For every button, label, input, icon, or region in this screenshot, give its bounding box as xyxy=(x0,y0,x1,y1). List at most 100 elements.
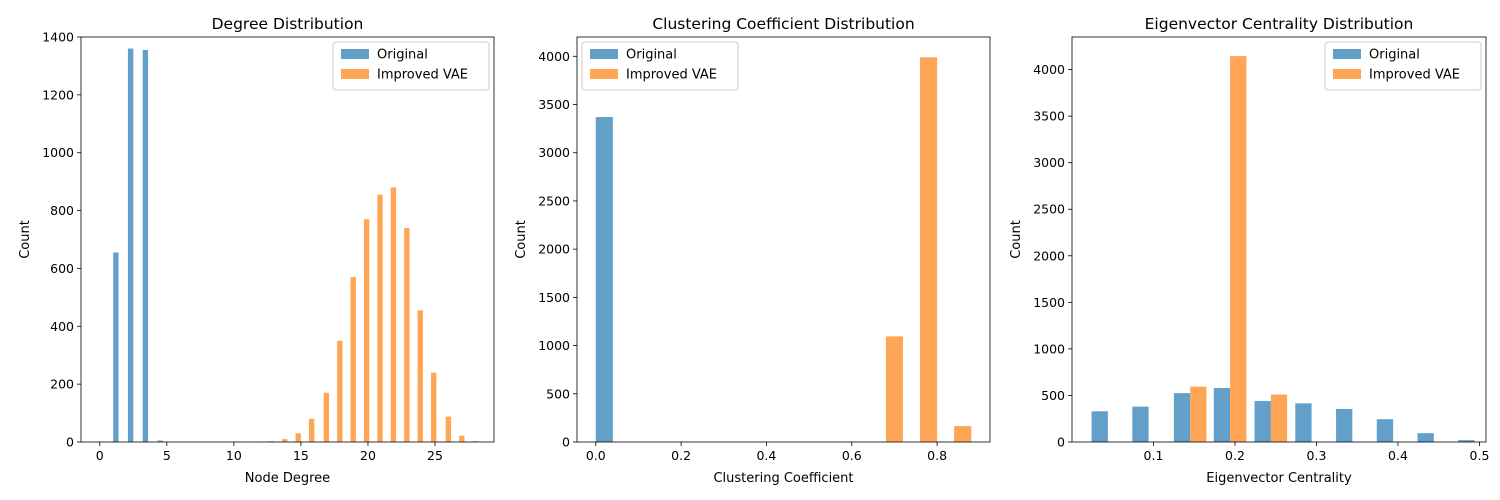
bar-improved-vae-14 xyxy=(430,372,437,442)
x-axis-label: Node Degree xyxy=(245,471,330,486)
x-tick-label: 15 xyxy=(293,448,309,463)
legend-swatch-original xyxy=(1333,49,1361,59)
y-tick-label: 1000 xyxy=(42,145,74,160)
y-tick-label: 1000 xyxy=(1033,341,1065,356)
x-tick-label: 0.5 xyxy=(1470,448,1490,463)
bar-improved-vae-7 xyxy=(337,340,343,442)
legend: Original Improved VAE xyxy=(1324,41,1482,91)
y-tick-label: 2500 xyxy=(1033,202,1065,217)
y-tick-label: 800 xyxy=(50,203,74,218)
bar-improved-vae-2 xyxy=(268,441,275,442)
y-tick-label: 3000 xyxy=(538,145,570,160)
y-tick-label: 200 xyxy=(50,377,74,392)
legend-label-original: Original xyxy=(377,48,428,63)
bar-improved-vae-2 xyxy=(1230,56,1247,443)
y-tick-label: 1200 xyxy=(42,87,74,102)
x-tick-label: 5 xyxy=(163,448,171,463)
bar-improved-vae-17 xyxy=(472,441,478,442)
y-axis-label: Count xyxy=(18,220,33,259)
chart-panel-2: 0.0 0.2 0.4 0.6 0.8 0 500 1000 1500 2000 2500 3000 3… xyxy=(514,15,991,486)
legend-box xyxy=(1324,41,1482,91)
bar-original-10 xyxy=(1458,440,1475,442)
legend-label-improved-vae: Improved VAE xyxy=(1369,68,1460,83)
y-tick-label: 1000 xyxy=(538,338,570,353)
x-tick-label: 0.2 xyxy=(1225,448,1245,463)
chart-title: Eigenvector Centrality Distribution xyxy=(1145,15,1414,33)
y-tick-label: 2000 xyxy=(1033,248,1065,263)
y-tick-label: 3000 xyxy=(1033,155,1065,170)
x-axis-label: Clustering Coefficient xyxy=(713,471,853,486)
legend-box xyxy=(581,41,739,91)
x-tick-label: 0 xyxy=(96,448,104,463)
x-tick-label: 0.8 xyxy=(927,448,947,463)
plot-frame xyxy=(1071,36,1487,443)
y-tick-label: 4000 xyxy=(538,49,570,64)
bar-original-4 xyxy=(1213,388,1231,442)
legend-box xyxy=(332,41,490,91)
x-tick-label: 0.4 xyxy=(1388,448,1408,463)
legend-label-original: Original xyxy=(626,48,677,63)
x-tick-label: 0.2 xyxy=(671,448,691,463)
legend-label-improved-vae: Improved VAE xyxy=(377,68,468,83)
legend-label-improved-vae: Improved VAE xyxy=(626,68,717,83)
bar-original-1 xyxy=(1091,411,1108,442)
x-tick-label: 0.1 xyxy=(1144,448,1164,463)
bar-original-4 xyxy=(157,440,163,442)
bar-original-3 xyxy=(1173,393,1191,442)
chart-title: Clustering Coefficient Distribution xyxy=(652,15,914,33)
y-tick-label: 1400 xyxy=(42,30,74,45)
bar-improved-vae-4 xyxy=(295,433,301,442)
legend-swatch-original xyxy=(590,49,618,59)
bar-improved-vae-11 xyxy=(390,187,397,442)
y-tick-label: 3500 xyxy=(538,97,570,112)
x-tick-label: 0.4 xyxy=(756,448,776,463)
x-tick-label: 25 xyxy=(427,448,443,463)
bar-improved-vae-5 xyxy=(308,418,315,442)
bar-improved-vae-3 xyxy=(954,426,972,442)
y-tick-label: 400 xyxy=(50,319,74,334)
y-axis-label: Count xyxy=(1009,220,1024,259)
legend: Original Improved VAE xyxy=(581,41,739,91)
bar-improved-vae-1 xyxy=(1190,386,1207,442)
plot-frame xyxy=(80,36,495,443)
legend-swatch-improved-vae xyxy=(590,69,618,79)
bar-original-5 xyxy=(1254,401,1271,442)
bar-original-8 xyxy=(1376,419,1394,442)
y-tick-label: 500 xyxy=(1041,388,1065,403)
bar-improved-vae-15 xyxy=(445,416,452,442)
x-tick-label: 20 xyxy=(360,448,376,463)
bar-improved-vae-9 xyxy=(363,219,370,442)
bar-original-6 xyxy=(1295,403,1312,442)
bar-original-2 xyxy=(1132,406,1149,442)
bar-improved-vae-16 xyxy=(459,435,465,442)
bar-original-7 xyxy=(1336,408,1353,442)
x-tick-label: 0.0 xyxy=(586,448,606,463)
y-tick-label: 4000 xyxy=(1033,62,1065,77)
x-tick-label: 0.6 xyxy=(842,448,862,463)
legend-label-original: Original xyxy=(1369,48,1420,63)
chart-title: Degree Distribution xyxy=(212,15,364,33)
y-tick-label: 0 xyxy=(562,435,570,450)
y-tick-label: 3500 xyxy=(1033,109,1065,124)
legend: Original Improved VAE xyxy=(332,41,490,91)
y-tick-label: 1500 xyxy=(1033,295,1065,310)
bar-original-2 xyxy=(127,48,134,442)
chart-panel-3: 0.1 0.2 0.3 0.4 0.5 0 500 1000 1500 2000 2500 3000 3… xyxy=(1009,15,1489,486)
legend-swatch-original xyxy=(341,49,369,59)
bar-improved-vae-3 xyxy=(1270,394,1288,442)
bar-original-9 xyxy=(1417,433,1434,442)
bar-improved-vae-13 xyxy=(417,310,423,443)
bar-improved-vae-1 xyxy=(885,336,903,442)
bar-improved-vae-3 xyxy=(282,439,288,442)
y-tick-label: 2500 xyxy=(538,193,570,208)
chart-panel-1: 0 5 10 15 20 25 0 200 400 600 800 1000 1200 1400 Degre… xyxy=(18,15,495,486)
bar-improved-vae-8 xyxy=(350,277,356,442)
y-tick-label: 500 xyxy=(546,386,570,401)
y-tick-label: 0 xyxy=(66,435,74,450)
bar-improved-vae-12 xyxy=(404,227,410,442)
bar-original-1 xyxy=(595,117,613,442)
x-tick-label: 0.3 xyxy=(1307,448,1327,463)
y-axis-label: Count xyxy=(514,220,529,259)
bar-original-1 xyxy=(113,252,119,442)
